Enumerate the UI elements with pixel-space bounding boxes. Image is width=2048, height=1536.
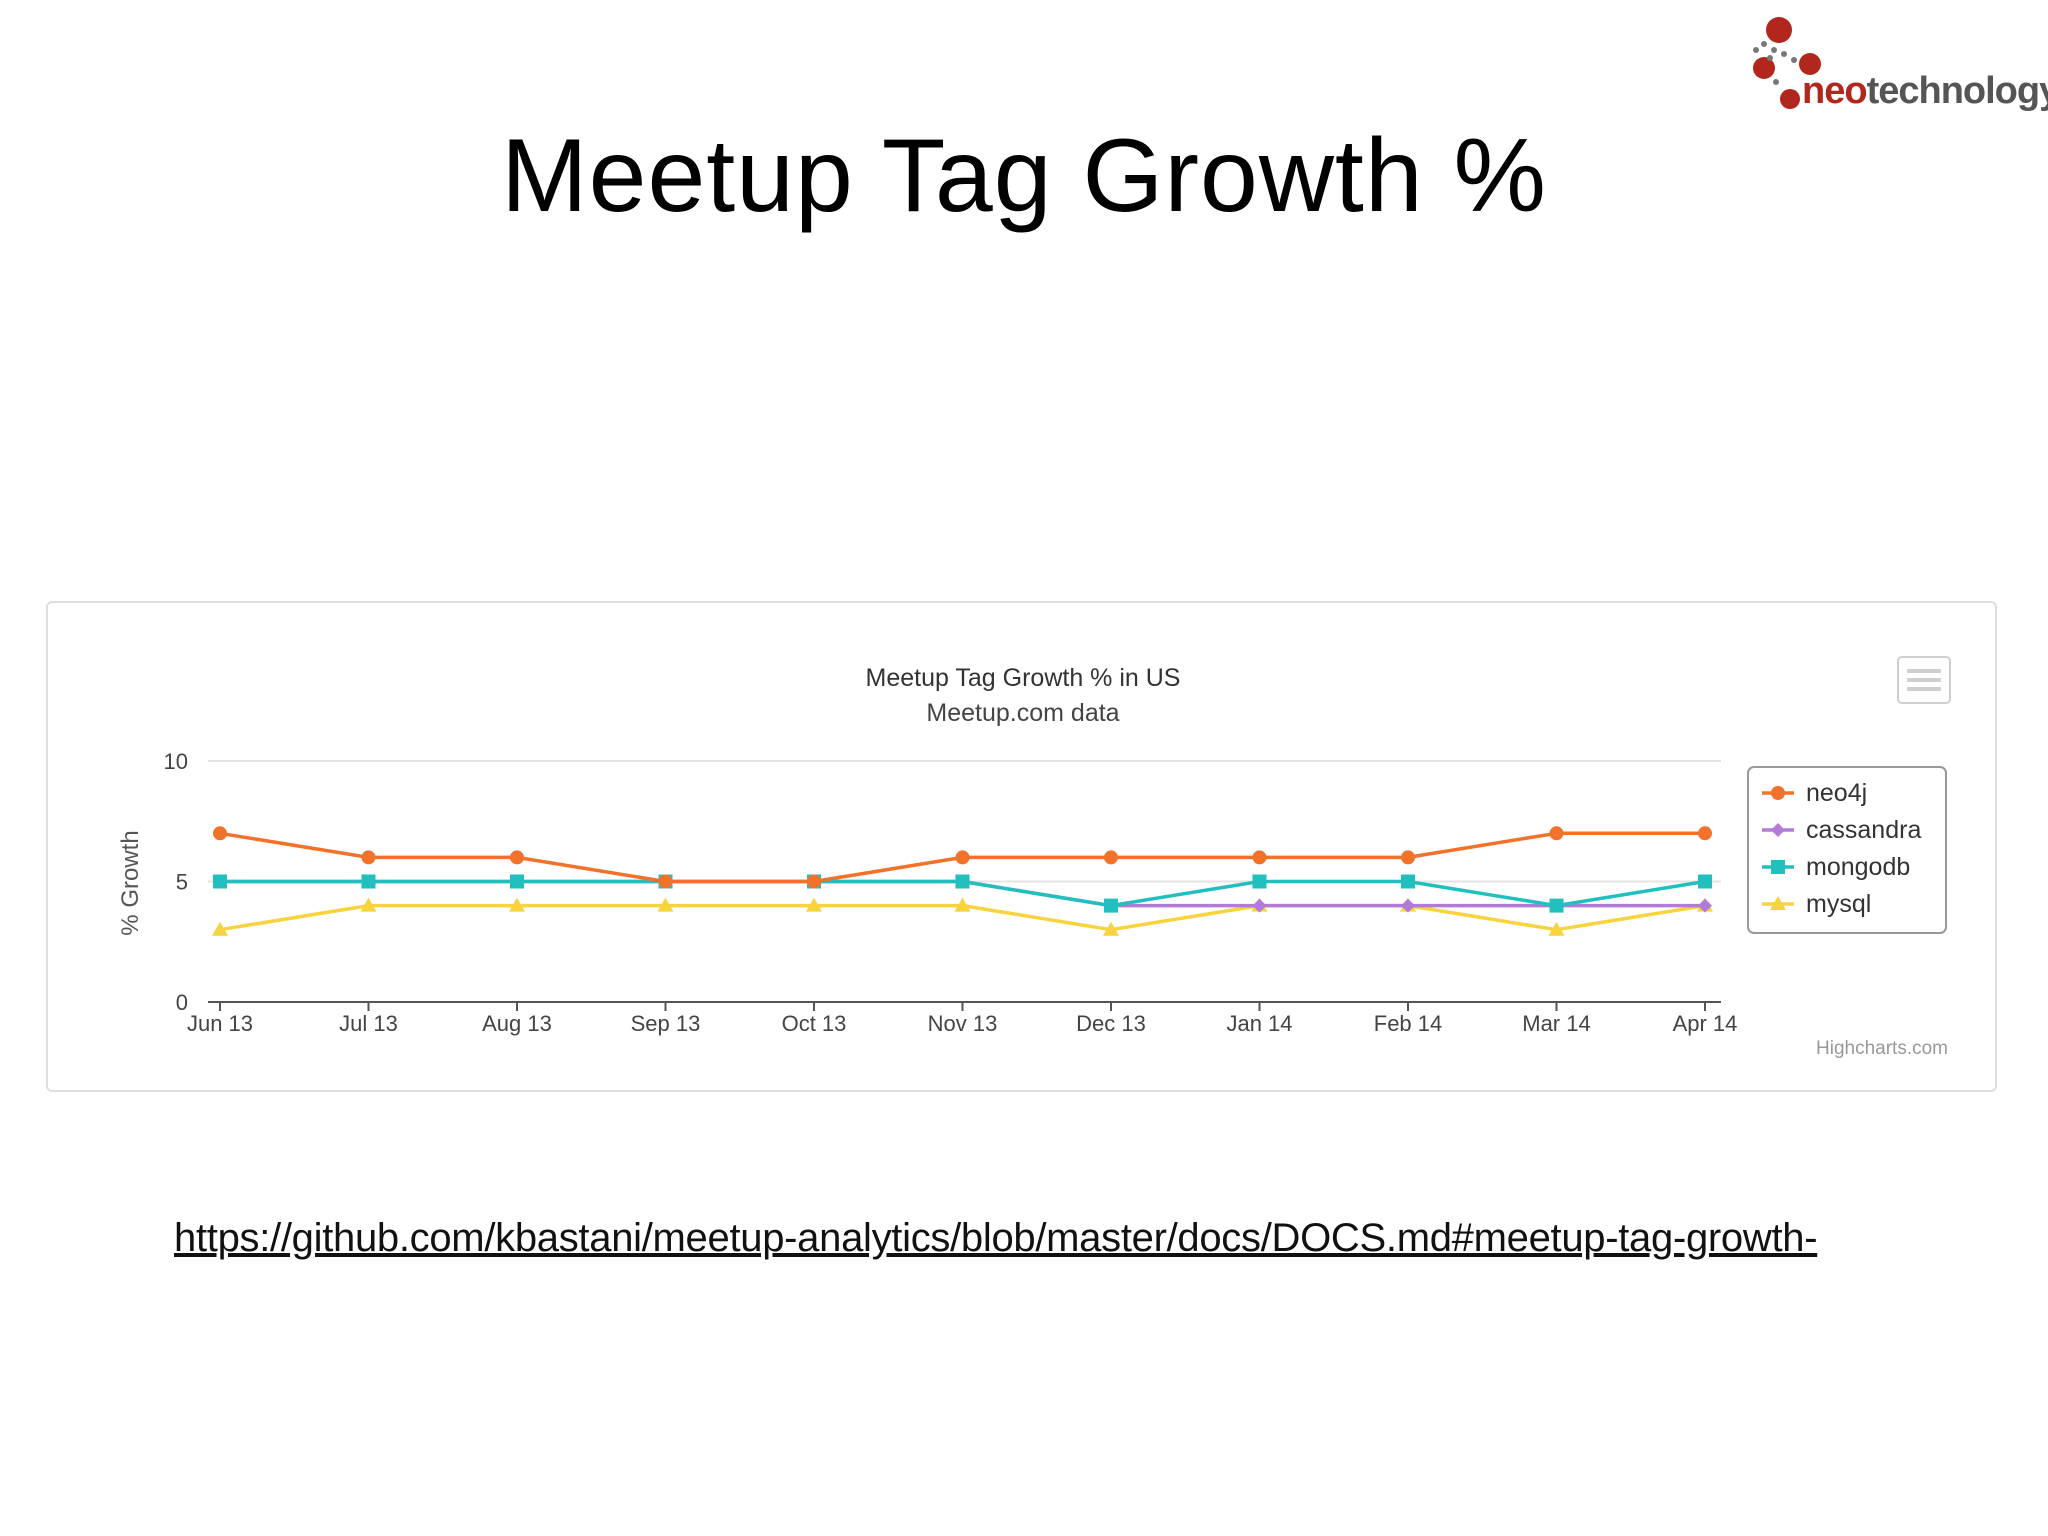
data-point-neo4j[interactable]	[1401, 850, 1415, 865]
data-point-mongodb[interactable]	[1698, 874, 1712, 889]
logo-wordmark: neotechnology	[1802, 70, 2048, 113]
logo-dots-icon	[1753, 17, 1821, 109]
data-point-mysql[interactable]	[806, 897, 822, 912]
chart-title: Meetup Tag Growth % in US	[866, 664, 1181, 692]
data-point-mongodb[interactable]	[1401, 874, 1415, 889]
legend-item-mysql[interactable]: mysql	[1762, 890, 1871, 918]
x-tick-label: Aug 13	[482, 1011, 552, 1036]
data-point-neo4j[interactable]	[1252, 850, 1267, 865]
legend-label-cassandra[interactable]: cassandra	[1806, 816, 1921, 844]
y-axis-label: % Growth	[117, 830, 144, 935]
x-tick-label: Feb 14	[1374, 1011, 1443, 1036]
data-point-mysql[interactable]	[360, 897, 377, 912]
hamburger-icon	[1907, 669, 1941, 691]
data-point-neo4j[interactable]	[1698, 826, 1712, 841]
line-chart: Meetup Tag Growth % in US Meetup.com dat…	[117, 656, 1951, 1059]
data-point-mongodb[interactable]	[510, 874, 524, 889]
data-point-mongodb[interactable]	[955, 874, 970, 889]
chart-panel: Meetup Tag Growth % in US Meetup.com dat…	[46, 601, 1997, 1092]
x-tick-label: Jan 14	[1226, 1011, 1292, 1036]
data-point-neo4j[interactable]	[1104, 850, 1118, 865]
x-tick-label: Nov 13	[928, 1011, 998, 1036]
legend-marker-cassandra[interactable]	[1771, 823, 1785, 837]
legend-label-neo4j[interactable]: neo4j	[1806, 779, 1867, 807]
x-tick-label: Apr 14	[1673, 1011, 1738, 1036]
data-point-neo4j[interactable]	[510, 850, 524, 865]
chart-subtitle: Meetup.com data	[926, 699, 1119, 727]
data-point-mysql[interactable]	[1103, 921, 1119, 936]
legend[interactable]: neo4j cassandra mongodb mysql	[1747, 766, 1947, 934]
data-point-neo4j[interactable]	[361, 850, 376, 865]
legend-marker-neo4j[interactable]	[1771, 786, 1785, 800]
logo-technology-text: technology	[1866, 70, 2048, 112]
data-point-cassandra[interactable]	[1401, 898, 1415, 913]
legend-marker-mongodb[interactable]	[1771, 860, 1785, 874]
data-point-mongodb[interactable]	[361, 874, 376, 889]
slide-title: Meetup Tag Growth %	[500, 118, 1548, 234]
chart-menu-button[interactable]	[1897, 656, 1951, 704]
y-tick-label: 10	[164, 749, 188, 774]
data-point-neo4j[interactable]	[1549, 826, 1564, 841]
logo-neo-text: neo	[1802, 70, 1868, 112]
x-tick-label: Sep 13	[631, 1011, 701, 1036]
data-point-neo4j[interactable]	[807, 874, 821, 889]
x-tick-label: Oct 13	[782, 1011, 847, 1036]
legend-item-neo4j[interactable]: neo4j	[1762, 779, 1867, 807]
data-point-mysql[interactable]	[1548, 921, 1565, 936]
source-link[interactable]: https://github.com/kbastani/meetup-analy…	[174, 1216, 1818, 1260]
data-point-mongodb[interactable]	[1252, 874, 1267, 889]
legend-label-mongodb[interactable]: mongodb	[1806, 853, 1910, 881]
y-tick-label: 5	[176, 870, 188, 895]
data-point-mysql[interactable]	[657, 897, 674, 912]
data-point-mysql[interactable]	[212, 921, 228, 936]
legend-marker-mysql[interactable]	[1770, 896, 1786, 910]
data-point-neo4j[interactable]	[213, 826, 227, 841]
legend-box	[1747, 766, 1947, 934]
legend-item-mongodb[interactable]: mongodb	[1762, 853, 1910, 881]
x-tick-label: Mar 14	[1522, 1011, 1590, 1036]
data-point-neo4j[interactable]	[955, 850, 970, 865]
y-tick-label: 0	[176, 990, 188, 1015]
series-layer	[212, 826, 1713, 936]
data-point-cassandra[interactable]	[1698, 898, 1712, 913]
data-point-cassandra[interactable]	[1252, 898, 1267, 913]
series-neo4j	[213, 826, 1712, 889]
x-tick-label: Jul 13	[339, 1011, 398, 1036]
axes: 0 5 10 Jun 13 Jul 13 Aug 13 Sep 13 Oct 13 Nov 13…	[164, 749, 1738, 1036]
data-point-mongodb[interactable]	[213, 874, 227, 889]
data-point-mongodb[interactable]	[1104, 898, 1118, 913]
chart-credits[interactable]: Highcharts.com	[1816, 1038, 1948, 1059]
neotechnology-logo: neotechnology	[1748, 10, 2048, 120]
data-point-neo4j[interactable]	[658, 874, 673, 889]
data-point-mysql[interactable]	[509, 897, 525, 912]
legend-label-mysql[interactable]: mysql	[1806, 890, 1871, 918]
legend-item-cassandra[interactable]: cassandra	[1762, 816, 1921, 844]
data-point-mongodb[interactable]	[1549, 898, 1564, 913]
series-mysql	[212, 897, 1713, 936]
x-tick-label: Dec 13	[1076, 1011, 1146, 1036]
data-point-mysql[interactable]	[954, 897, 971, 912]
x-tick-label: Jun 13	[187, 1011, 253, 1036]
